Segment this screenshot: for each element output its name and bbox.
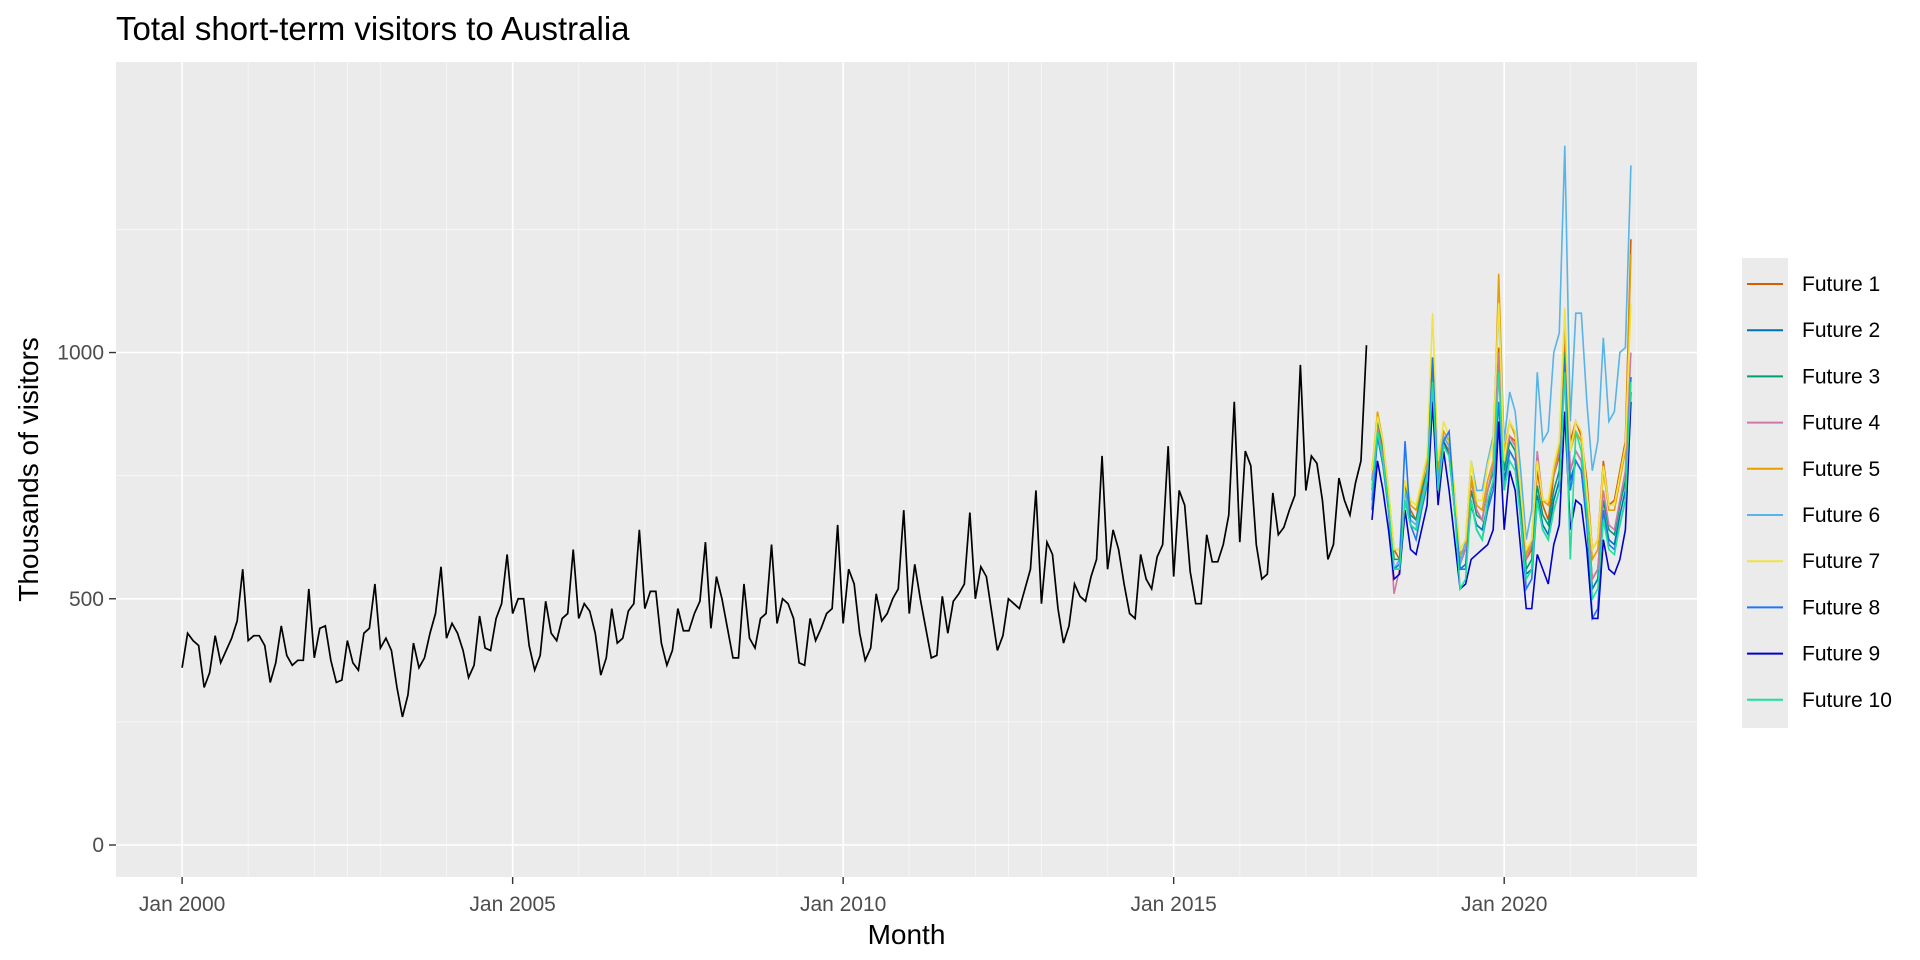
legend-key-background <box>1742 258 1788 728</box>
future-line-7 <box>1371 303 1632 553</box>
x-tick-label: Jan 2000 <box>139 893 225 916</box>
plot-panel <box>116 62 1697 877</box>
history-line <box>181 345 1368 718</box>
legend: Future 1 Future 2 Future 3 Future 4 Future 5… <box>1742 258 1892 728</box>
legend-item: Future 9 <box>1747 643 1880 666</box>
x-tick-label: Jan 2010 <box>800 893 886 916</box>
y-axis-title: Thousands of visitors <box>13 337 44 602</box>
legend-item: Future 7 <box>1747 550 1880 573</box>
history-series <box>181 345 1368 718</box>
legend-item: Future 2 <box>1747 319 1880 342</box>
y-tick-labels: 0 500 1000 <box>57 342 104 857</box>
legend-label: Future 9 <box>1802 643 1880 666</box>
legend-label: Future 1 <box>1802 273 1880 296</box>
legend-item: Future 10 <box>1747 689 1892 712</box>
legend-label: Future 8 <box>1802 596 1880 619</box>
legend-label: Future 3 <box>1802 365 1880 388</box>
x-tick-label: Jan 2015 <box>1130 893 1216 916</box>
x-tick-labels: Jan 2000 Jan 2005 Jan 2010 Jan 2015 Jan 2020 <box>139 893 1548 916</box>
legend-label: Future 6 <box>1802 504 1880 527</box>
legend-item: Future 8 <box>1747 596 1880 619</box>
legend-label: Future 4 <box>1802 412 1881 435</box>
legend-label: Future 2 <box>1802 319 1880 342</box>
future-line-9 <box>1371 401 1632 620</box>
legend-label: Future 7 <box>1802 550 1880 573</box>
legend-item: Future 1 <box>1747 273 1880 296</box>
y-tick-label: 1000 <box>57 342 104 365</box>
minor-gridlines <box>116 62 1697 877</box>
chart-title: Total short-term visitors to Australia <box>116 10 630 47</box>
future-line-10 <box>1371 372 1632 602</box>
y-tick-label: 500 <box>69 588 104 611</box>
axis-ticks <box>109 351 1505 884</box>
legend-item: Future 4 <box>1747 412 1881 435</box>
legend-label: Future 5 <box>1802 458 1880 481</box>
future-series-group <box>1371 145 1632 622</box>
y-tick-label: 0 <box>92 834 104 857</box>
x-tick-label: Jan 2005 <box>469 893 555 916</box>
legend-item: Future 5 <box>1747 458 1880 481</box>
x-tick-label: Jan 2020 <box>1461 893 1547 916</box>
legend-item: Future 6 <box>1747 504 1880 527</box>
x-axis-title: Month <box>868 919 946 950</box>
legend-label: Future 10 <box>1802 689 1892 712</box>
legend-item: Future 3 <box>1747 365 1880 388</box>
